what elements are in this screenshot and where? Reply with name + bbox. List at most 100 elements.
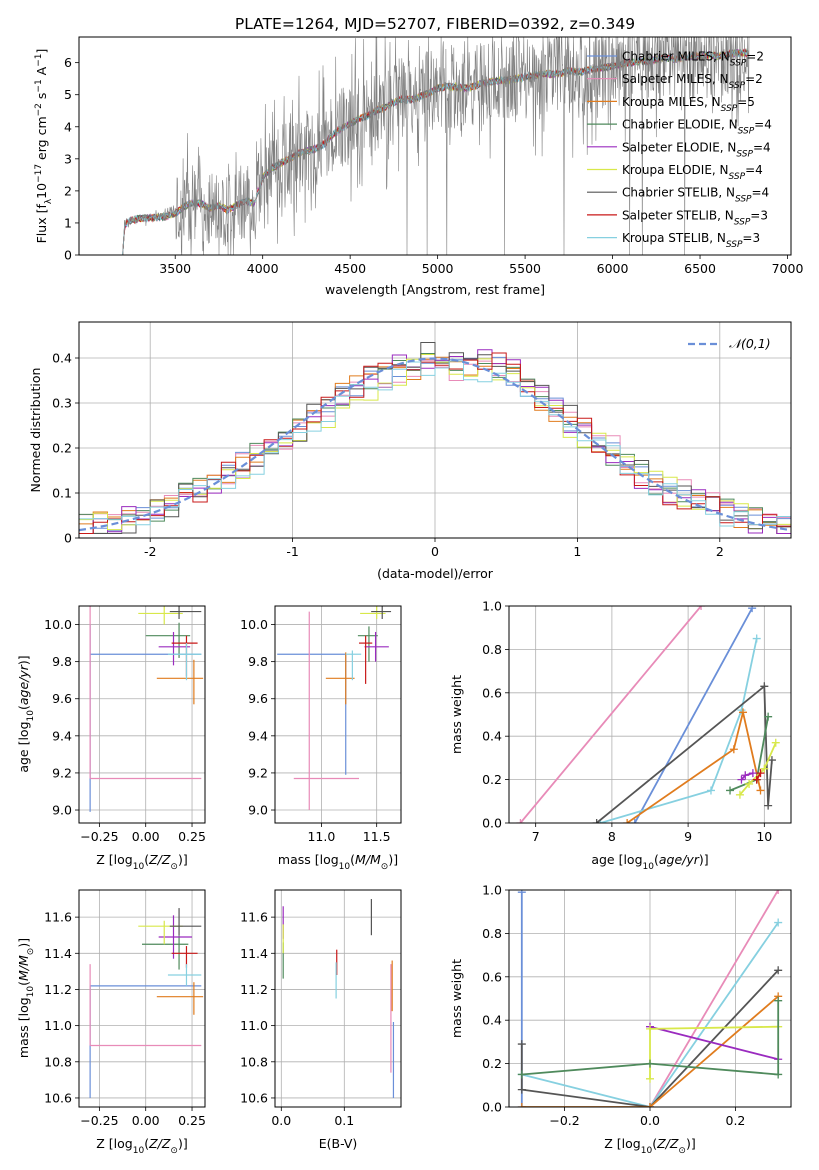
y-tick-label: 10.8 xyxy=(240,1054,268,1069)
x-tick-label: 1 xyxy=(573,544,581,559)
point-chabrier-elodie xyxy=(145,622,191,658)
x-tick-label: 7 xyxy=(532,829,540,844)
x-tick-label: −0.25 xyxy=(80,829,118,844)
y-axis-label: age [log10(age/yr)] xyxy=(16,655,36,772)
series-salpeter-miles xyxy=(646,890,783,1107)
mass-weight-line xyxy=(521,995,779,1107)
x-tick-label: 6500 xyxy=(684,261,716,276)
plot-area xyxy=(282,899,395,1098)
mass-vs-ebv-panel: 0.0 0.1 10.6 10.8 11.0 11.2 11.4 11.6 E(B-V) xyxy=(240,889,402,1151)
histogram-salpeter-stelib xyxy=(79,352,791,534)
y-tick-label: 11.6 xyxy=(240,910,268,925)
point-kroupa-stelib xyxy=(167,643,202,681)
x-tick-label: 0.0 xyxy=(640,1113,660,1128)
x-axis-label: E(B-V) xyxy=(319,1136,358,1151)
age-vs-mass-panel: 11.0 11.5 9.0 9.2 9.4 9.6 9.8 10.0 mass [log10(M… xyxy=(240,605,402,872)
mass-weight-line xyxy=(600,638,758,823)
plus-marker xyxy=(697,606,706,610)
point-chabrier-stelib xyxy=(169,908,202,936)
y-tick-label: 9.8 xyxy=(248,654,268,669)
y-axis-label: mass weight xyxy=(449,675,464,754)
y-tick-label: 9.0 xyxy=(248,803,268,818)
y-tick-label: 1.0 xyxy=(482,599,502,614)
x-tick-label: −0.2 xyxy=(549,1113,579,1128)
axes-frame xyxy=(78,36,792,256)
y-tick-label: 9.0 xyxy=(52,803,72,818)
grid-lines xyxy=(509,605,791,824)
plus-marker xyxy=(517,890,526,897)
y-tick-label: 0.6 xyxy=(482,969,502,984)
mass-weight-vs-age-panel: 7 8 9 10 0.0 0.2 0.4 0.6 0.8 1.0 mass weight age [l… xyxy=(449,599,792,872)
y-axis-label: Normed distribution xyxy=(28,368,43,493)
y-tick-label: 9.8 xyxy=(52,654,72,669)
plus-marker xyxy=(726,786,735,795)
mass-weight-line xyxy=(626,712,762,823)
axes-frame xyxy=(274,605,402,824)
legend-label: Kroupa ELODIE, NSSP=4 xyxy=(622,163,763,182)
mass-weight-line xyxy=(634,607,753,823)
mass-weight-vs-metallicity-panel: −0.2 0.0 0.2 0.0 0.2 0.4 0.6 0.8 1.0 mass weight Z… xyxy=(449,883,792,1156)
x-tick-label: 7000 xyxy=(772,261,804,276)
y-tick-label: 1 xyxy=(64,215,72,230)
age-vs-metallicity-panel: −0.25 0.00 0.25 9.0 9.2 9.4 9.6 9.8 10.0 age [log… xyxy=(16,605,206,872)
plus-marker xyxy=(774,966,783,975)
plus-marker xyxy=(517,1070,526,1079)
plot-area xyxy=(79,342,791,534)
plot-area xyxy=(277,606,392,811)
legend-label: Salpeter ELODIE, NSSP=4 xyxy=(622,140,771,159)
y-tick-label: 0.0 xyxy=(482,1100,502,1115)
y-tick-label: 3 xyxy=(64,151,72,166)
plot-area xyxy=(516,606,780,823)
mass-weight-line xyxy=(596,684,773,823)
x-tick-label: 2 xyxy=(716,544,724,559)
legend-label: Chabrier STELIB, NSSP=4 xyxy=(622,186,769,205)
series-salpeter-stelib xyxy=(752,769,765,784)
series-chabrier-miles xyxy=(630,606,757,823)
y-tick-label: 0.3 xyxy=(52,396,72,411)
x-tick-label: 5500 xyxy=(509,261,541,276)
point-chabrier-miles xyxy=(277,653,347,775)
data-spectrum-line xyxy=(122,37,750,255)
y-tick-label: 0.4 xyxy=(482,729,502,744)
x-axis-label: (data-model)/error xyxy=(377,566,494,581)
plus-marker xyxy=(767,756,776,765)
plus-marker xyxy=(771,738,780,747)
y-tick-label: 0.6 xyxy=(482,685,502,700)
series-kroupa-stelib xyxy=(596,634,761,823)
y-tick-label: 10.0 xyxy=(44,617,72,632)
y-axis-label: Flux [fλ10−17 erg cm−2 s−1 A−1] xyxy=(34,49,54,244)
x-tick-label: 6000 xyxy=(597,261,629,276)
plus-marker xyxy=(760,764,769,773)
legend-label: Kroupa STELIB, NSSP=3 xyxy=(622,231,760,250)
y-tick-label: 0 xyxy=(64,248,72,263)
point-chabrier-stelib xyxy=(169,606,202,619)
plus-marker xyxy=(764,712,773,721)
mass-weight-line xyxy=(519,606,702,823)
y-tick-label: 11.4 xyxy=(240,946,268,961)
histogram-kroupa-stelib xyxy=(79,360,791,527)
plus-marker xyxy=(646,1074,654,1083)
point-salpeter-stelib xyxy=(171,946,198,968)
y-tick-label: 9.4 xyxy=(52,728,72,743)
plus-marker xyxy=(756,769,765,778)
plus-marker xyxy=(760,682,769,691)
y-tick-label: 9.6 xyxy=(52,691,72,706)
point-kroupa-elodie xyxy=(138,920,183,945)
point-salpeter-elodie xyxy=(158,631,191,666)
grid-lines xyxy=(275,606,401,823)
x-tick-label: 0.25 xyxy=(178,829,206,844)
y-tick-label: 11.2 xyxy=(44,982,72,997)
x-axis-label: mass [log10(M/M⊙)] xyxy=(278,852,398,872)
x-tick-label: 0.1 xyxy=(334,1113,354,1128)
spectrum-panel: 3500 4000 4500 5000 5500 6000 6500 7000 0 1 2 3 4 5 6F… xyxy=(34,36,804,297)
y-tick-label: 1.0 xyxy=(482,883,502,898)
plot-area xyxy=(122,37,750,255)
legend: 𝒩(0,1) xyxy=(688,336,771,351)
plus-marker xyxy=(748,606,757,613)
y-tick-label: 6 xyxy=(64,55,72,70)
legend-label: Salpeter STELIB, NSSP=3 xyxy=(622,208,768,227)
y-axis-label: mass weight xyxy=(449,959,464,1038)
series-chabrier-elodie xyxy=(517,996,783,1079)
legend: Chabrier MILES, NSSP=2 Salpeter MILES, NS… xyxy=(587,50,772,250)
point-salpeter-miles xyxy=(293,611,359,811)
